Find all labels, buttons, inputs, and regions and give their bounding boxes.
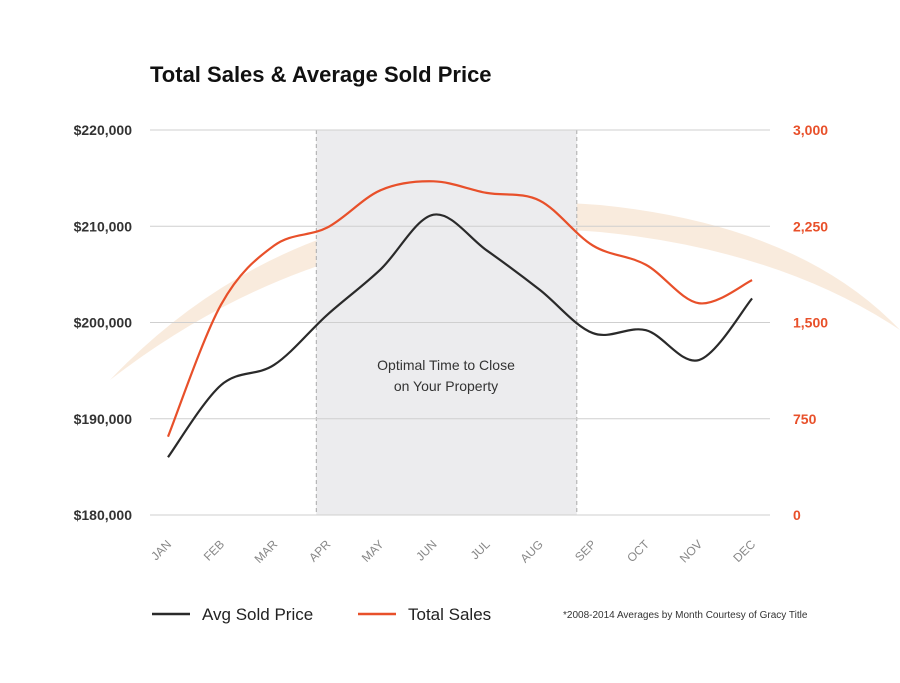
series-line-avg-sold-price xyxy=(167,213,753,458)
x-tick-label: APR xyxy=(306,537,334,565)
highlight-label-line1: Optimal Time to Close xyxy=(377,357,515,373)
y-right-tick-label: 1,500 xyxy=(793,315,828,331)
x-tick-label: JUN xyxy=(413,537,439,563)
legend-label-avg-sold-price: Avg Sold Price xyxy=(202,605,313,624)
highlight-label-line2: on Your Property xyxy=(394,378,498,394)
x-tick-label: MAY xyxy=(359,537,387,565)
y-left-tick-label: $210,000 xyxy=(74,218,133,234)
x-tick-label: DEC xyxy=(730,537,758,565)
x-tick-label: OCT xyxy=(624,537,652,565)
legend-label-total-sales: Total Sales xyxy=(408,605,491,624)
y-left-tick-label: $190,000 xyxy=(74,411,133,427)
y-right-tick-label: 0 xyxy=(793,507,801,523)
x-tick-label: AUG xyxy=(518,537,546,565)
x-tick-label: NOV xyxy=(677,537,705,565)
y-left-tick-label: $180,000 xyxy=(74,507,133,523)
series-line-total-sales xyxy=(166,180,753,438)
chart-title: Total Sales & Average Sold Price xyxy=(150,62,492,87)
y-right-tick-label: 2,250 xyxy=(793,218,828,234)
y-left-tick-label: $200,000 xyxy=(74,315,133,331)
y-right-tick-label: 750 xyxy=(793,411,817,427)
y-right-tick-label: 3,000 xyxy=(793,122,828,138)
x-tick-label: MAR xyxy=(252,537,281,566)
y-left-tick-label: $220,000 xyxy=(74,122,133,138)
x-tick-label: JUL xyxy=(468,537,493,562)
x-tick-label: SEP xyxy=(572,537,599,564)
footnote: *2008-2014 Averages by Month Courtesy of… xyxy=(563,610,808,621)
x-tick-label: FEB xyxy=(201,537,227,563)
x-tick-label: JAN xyxy=(148,537,174,563)
watermark-logo xyxy=(110,202,900,380)
